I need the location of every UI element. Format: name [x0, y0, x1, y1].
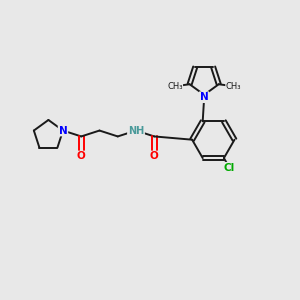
Text: Cl: Cl	[224, 163, 235, 173]
Text: CH₃: CH₃	[167, 82, 183, 91]
Text: O: O	[150, 152, 159, 161]
Text: NH: NH	[128, 125, 144, 136]
Text: CH₃: CH₃	[226, 82, 241, 91]
Text: O: O	[77, 152, 85, 161]
Text: N: N	[200, 92, 208, 102]
Text: N: N	[58, 125, 68, 136]
